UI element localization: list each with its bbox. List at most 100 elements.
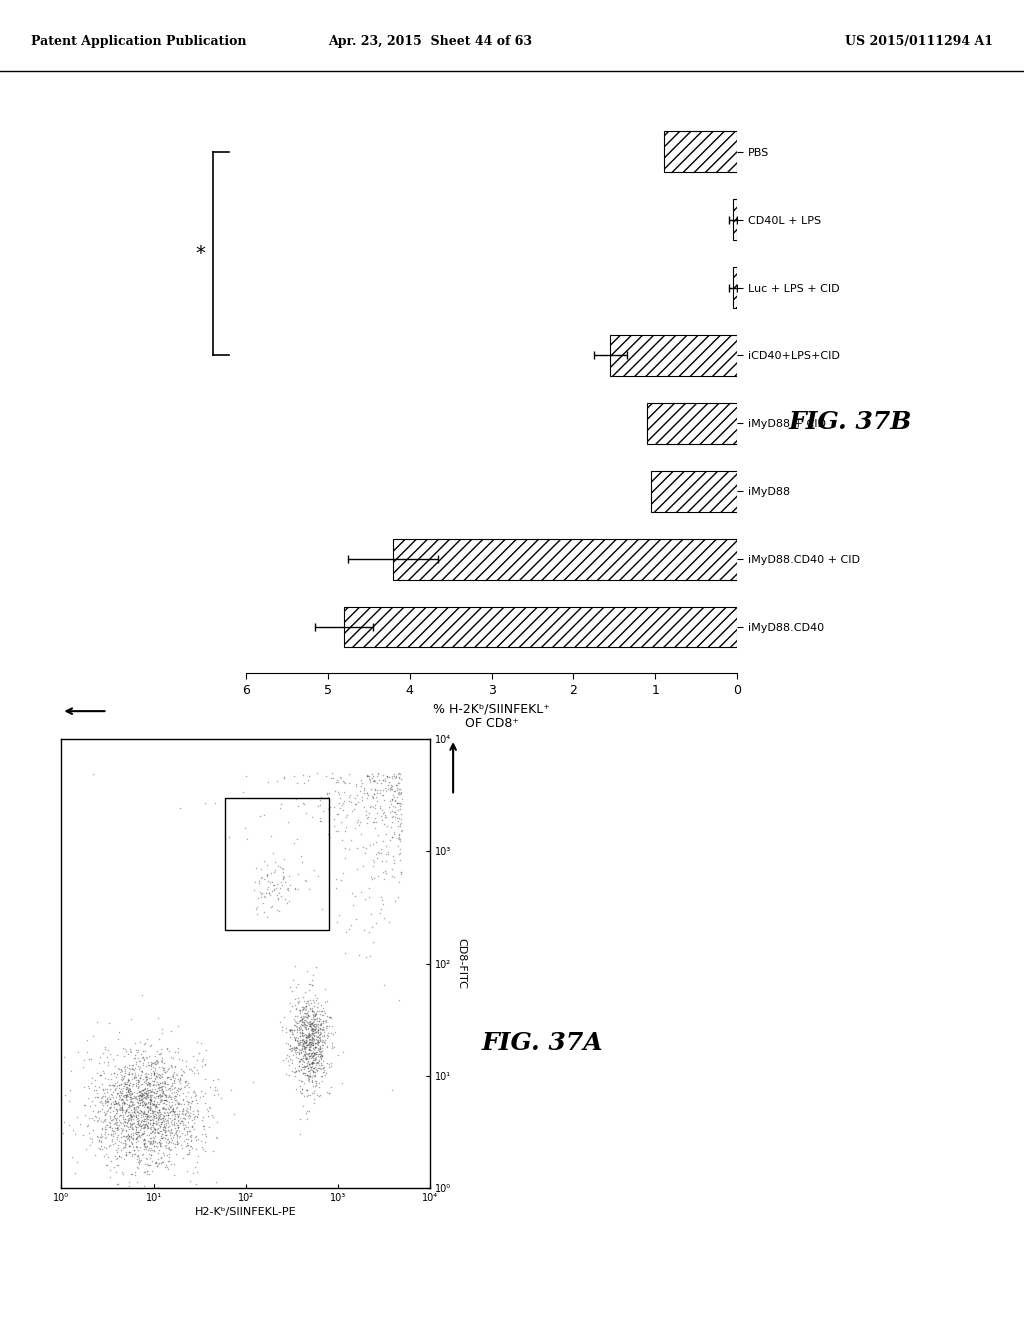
Point: [99, 1100, 116, 1121]
Point: [81, 1127, 97, 1148]
Point: [286, 832, 302, 853]
Point: [288, 1060, 304, 1081]
Point: [147, 1096, 164, 1117]
Point: [314, 1051, 331, 1072]
Point: [312, 1039, 329, 1060]
Point: [109, 1093, 125, 1114]
Point: [288, 1038, 304, 1059]
Point: [301, 878, 317, 899]
Point: [355, 797, 372, 818]
Point: [159, 1073, 175, 1094]
Point: [304, 1052, 321, 1073]
Point: [166, 1088, 182, 1109]
Point: [334, 795, 350, 816]
Point: [163, 1068, 179, 1089]
Point: [311, 1032, 328, 1053]
Point: [161, 1040, 177, 1061]
Point: [307, 1044, 324, 1065]
Point: [100, 1135, 117, 1156]
Point: [113, 1059, 129, 1080]
Point: [301, 1011, 317, 1032]
Point: [130, 1114, 146, 1135]
Point: [115, 1085, 131, 1106]
Point: [366, 851, 382, 873]
Point: [391, 814, 408, 836]
Point: [121, 1094, 137, 1115]
Point: [179, 1129, 196, 1150]
Point: [358, 946, 375, 968]
Point: [163, 1096, 179, 1117]
Point: [95, 1110, 112, 1131]
Point: [117, 1102, 133, 1123]
Point: [128, 1105, 144, 1126]
Point: [380, 779, 396, 800]
Point: [312, 1041, 329, 1063]
Point: [139, 1067, 156, 1088]
Point: [91, 1076, 108, 1097]
Point: [130, 1122, 146, 1143]
Point: [349, 791, 366, 812]
Point: [295, 986, 311, 1007]
Point: [259, 878, 275, 899]
Point: [343, 829, 359, 850]
Point: [392, 863, 409, 884]
Point: [163, 1127, 179, 1148]
Point: [138, 1152, 155, 1173]
Point: [321, 1082, 337, 1104]
Point: [309, 1027, 326, 1048]
Point: [367, 795, 383, 816]
Point: [276, 888, 293, 909]
Point: [160, 1117, 176, 1138]
Point: [294, 1022, 310, 1043]
Point: [165, 1065, 181, 1086]
Point: [141, 1089, 158, 1110]
Point: [124, 1055, 140, 1076]
Point: [305, 1049, 322, 1071]
Point: [380, 774, 396, 795]
Point: [322, 1006, 338, 1027]
Point: [84, 1129, 100, 1150]
Point: [368, 771, 384, 792]
Point: [142, 1102, 159, 1123]
Point: [311, 1007, 328, 1028]
Point: [133, 1086, 150, 1107]
Point: [155, 1018, 171, 1039]
Point: [299, 1012, 315, 1034]
Point: [85, 1026, 101, 1047]
Point: [164, 1101, 180, 1122]
Point: [330, 771, 346, 792]
Point: [307, 1005, 324, 1026]
Point: [289, 1012, 305, 1034]
Point: [144, 1060, 161, 1081]
Point: [373, 772, 389, 793]
Point: [179, 1160, 196, 1181]
Point: [359, 766, 376, 787]
Point: [132, 1127, 148, 1148]
Point: [286, 766, 302, 787]
Point: [90, 1110, 106, 1131]
Point: [307, 1049, 324, 1071]
Point: [140, 1072, 157, 1093]
Point: [300, 1024, 316, 1045]
Point: [144, 1100, 161, 1121]
Point: [80, 1114, 96, 1135]
Point: [162, 1140, 178, 1162]
Point: [90, 1130, 106, 1151]
Point: [81, 1048, 97, 1069]
Point: [297, 997, 313, 1018]
Point: [166, 1107, 182, 1129]
Point: [157, 1102, 173, 1123]
Point: [152, 1073, 168, 1094]
Point: [127, 1086, 143, 1107]
Point: [366, 796, 382, 817]
Point: [312, 1041, 329, 1063]
Point: [378, 851, 394, 873]
Point: [135, 1118, 152, 1139]
Point: [116, 1115, 132, 1137]
Point: [375, 764, 391, 785]
Point: [296, 1036, 312, 1057]
Point: [298, 1019, 314, 1040]
Point: [112, 1100, 128, 1121]
Point: [318, 1016, 335, 1038]
Point: [237, 818, 253, 840]
